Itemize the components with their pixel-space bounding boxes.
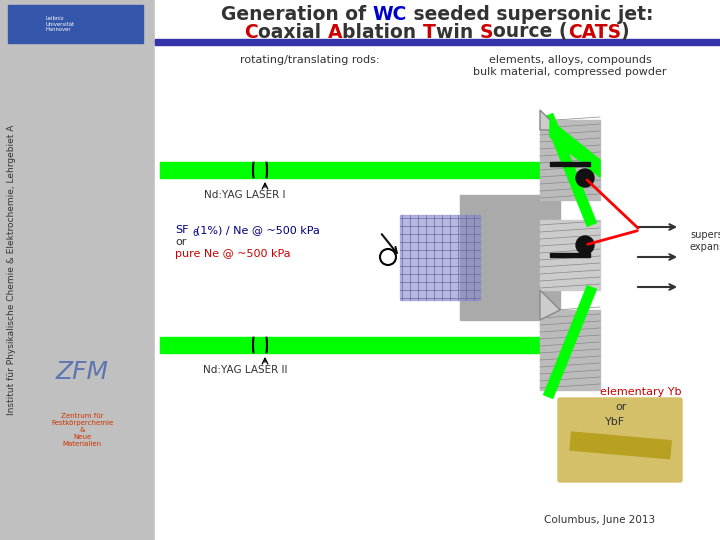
Text: elementary Yb: elementary Yb xyxy=(600,387,682,397)
Text: oaxial: oaxial xyxy=(258,23,328,42)
Bar xyxy=(570,432,671,458)
Text: T: T xyxy=(423,23,436,42)
Text: or: or xyxy=(175,237,186,247)
FancyBboxPatch shape xyxy=(558,398,682,482)
Text: rotating/translating rods:: rotating/translating rods: xyxy=(240,55,379,65)
Text: (1%) / Ne @ ~500 kPa: (1%) / Ne @ ~500 kPa xyxy=(196,225,320,235)
Text: Nd:YAG LASER II: Nd:YAG LASER II xyxy=(203,365,287,375)
Bar xyxy=(160,337,550,353)
Text: A: A xyxy=(328,23,343,42)
Text: seeded supersonic jet:: seeded supersonic jet: xyxy=(407,5,653,24)
Text: Zentrum für
Festkörperchemie
&
Neue
Materialien: Zentrum für Festkörperchemie & Neue Mate… xyxy=(51,413,113,447)
Text: supersonic: supersonic xyxy=(690,230,720,240)
Text: Leibniz
Universität
Hannover: Leibniz Universität Hannover xyxy=(45,16,74,32)
Text: C: C xyxy=(245,23,258,42)
Circle shape xyxy=(380,249,396,265)
Text: YbF: YbF xyxy=(605,417,625,427)
Text: ource (: ource ( xyxy=(493,23,567,42)
Bar xyxy=(540,310,600,390)
Text: CATS: CATS xyxy=(567,23,621,42)
Bar xyxy=(8,5,143,43)
Bar xyxy=(540,120,600,200)
Circle shape xyxy=(576,169,594,187)
Text: pure Ne @ ~500 kPa: pure Ne @ ~500 kPa xyxy=(175,249,291,259)
Text: WC: WC xyxy=(372,5,407,24)
Text: SF: SF xyxy=(175,225,189,235)
Bar xyxy=(550,253,590,257)
Text: Columbus, June 2013: Columbus, June 2013 xyxy=(544,515,656,525)
Text: expansion: expansion xyxy=(690,242,720,252)
Text: ): ) xyxy=(621,23,629,42)
Text: bulk material, compressed powder: bulk material, compressed powder xyxy=(473,67,667,77)
Text: ZFM: ZFM xyxy=(55,360,109,384)
Text: elements, alloys, compounds: elements, alloys, compounds xyxy=(489,55,652,65)
Bar xyxy=(540,220,600,290)
Polygon shape xyxy=(550,120,600,177)
Text: or: or xyxy=(615,402,626,412)
Text: S: S xyxy=(480,23,493,42)
Polygon shape xyxy=(540,290,560,320)
Polygon shape xyxy=(540,110,560,130)
Bar xyxy=(155,39,720,45)
Bar xyxy=(0,0,155,540)
Bar xyxy=(160,162,550,178)
Bar xyxy=(155,0,720,540)
Text: Generation of: Generation of xyxy=(221,5,372,24)
Text: 6: 6 xyxy=(192,228,197,238)
Text: win: win xyxy=(436,23,480,42)
Bar xyxy=(460,195,560,320)
Text: Institut für Physikalische Chemie & Elektrochemie, Lehrgebiet A: Institut für Physikalische Chemie & Elek… xyxy=(7,125,17,415)
Text: Nd:YAG LASER I: Nd:YAG LASER I xyxy=(204,190,286,200)
Circle shape xyxy=(576,236,594,254)
Bar xyxy=(400,215,480,300)
Bar xyxy=(550,162,590,166)
Text: blation: blation xyxy=(343,23,423,42)
